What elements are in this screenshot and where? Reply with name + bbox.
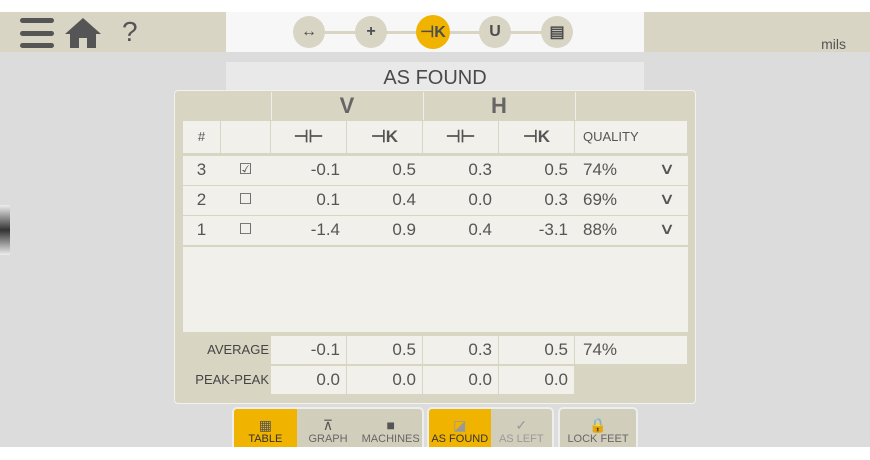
row-value-h2: 0.5 — [544, 160, 568, 179]
mode-tab-group: ◪ AS FOUND ✓ AS LEFT — [427, 407, 554, 447]
row-value-v2: 0.4 — [392, 190, 416, 209]
vertical-offset-icon: ⊣⊢ — [271, 121, 346, 153]
help-icon[interactable]: ? — [122, 16, 138, 47]
row-value-h2: -3.1 — [538, 220, 568, 239]
as-found-icon: ◪ — [453, 417, 467, 433]
row-value-h1: 0.0 — [468, 190, 492, 209]
average-value-v1: -0.1 — [271, 336, 346, 364]
col-header-number: # — [183, 121, 220, 153]
row-checkbox[interactable]: ☐ — [238, 221, 253, 238]
vertical-angle-icon: ⊣K — [347, 121, 422, 153]
row-value-v1: -0.1 — [310, 160, 340, 179]
row-quality: 88% — [583, 220, 618, 239]
tab-label: GRAPH — [308, 433, 348, 445]
tab-as-left[interactable]: ✓ AS LEFT — [491, 409, 553, 447]
row-checkbox[interactable]: ☑ — [238, 161, 253, 178]
row-value-v1: 0.1 — [316, 190, 340, 209]
tab-graph[interactable]: ⊼ GRAPH — [297, 409, 360, 447]
row-checkbox[interactable]: ☐ — [238, 191, 253, 208]
table-row[interactable] — [183, 216, 688, 245]
row-value-v1: -1.4 — [310, 220, 340, 239]
peak-value-v1: 0.0 — [271, 366, 346, 394]
peak-label: PEAK-PEAK — [195, 372, 269, 387]
tab-label: LOCK FEET — [567, 433, 629, 445]
average-quality: 74% — [575, 336, 687, 364]
row-number: 2 — [196, 190, 207, 209]
row-quality: 69% — [583, 190, 618, 209]
row-number: 1 — [196, 220, 207, 239]
top-right-bar — [644, 12, 870, 52]
tab-label: MACHINES — [361, 433, 420, 445]
peak-value-h2: 0.0 — [499, 366, 574, 394]
view-tab-group: ▦ TABLE ⊼ GRAPH ■ MACHINES — [232, 407, 424, 447]
machines-icon: ■ — [386, 417, 395, 433]
table-row[interactable] — [183, 156, 688, 185]
graph-icon: ⊼ — [322, 417, 334, 433]
average-value-h2: 0.5 — [499, 336, 574, 364]
horizontal-angle-icon: ⊣K — [499, 121, 574, 153]
col-header-quality: QUALITY — [575, 121, 687, 153]
measure-icon[interactable]: ⊣K — [416, 15, 450, 49]
average-label: AVERAGE — [207, 342, 269, 357]
chevron-down-icon[interactable]: ∨ — [658, 221, 676, 238]
as-left-icon: ✓ — [515, 417, 528, 433]
peak-value-v2: 0.0 — [347, 366, 422, 394]
lock-icon: 🔒 — [589, 417, 607, 433]
side-handle[interactable] — [0, 205, 10, 255]
row-number: 3 — [196, 160, 207, 179]
average-value-h1: 0.3 — [423, 336, 498, 364]
row-value-v2: 0.5 — [392, 160, 416, 179]
magnet-icon[interactable]: U — [479, 16, 511, 48]
average-value-v2: 0.5 — [347, 336, 422, 364]
report-icon[interactable]: ▤ — [541, 16, 573, 48]
row-quality: 74% — [583, 160, 618, 179]
lock-feet-button[interactable]: 🔒 LOCK FEET — [560, 409, 636, 447]
units-label: mils — [821, 36, 846, 52]
group-header: V — [271, 92, 422, 120]
tab-label: AS LEFT — [498, 433, 544, 445]
row-value-h1: 0.3 — [468, 160, 492, 179]
table-icon: ▦ — [258, 417, 272, 433]
home-icon[interactable] — [63, 16, 103, 50]
empty-rows-area — [183, 247, 688, 332]
tab-table[interactable]: ▦ TABLE — [234, 409, 297, 447]
row-value-v2: 0.9 — [392, 220, 416, 239]
col-header-select — [221, 121, 270, 153]
tab-machines[interactable]: ■ MACHINES — [359, 409, 422, 447]
tab-as-found[interactable]: ◪ AS FOUND — [429, 409, 491, 447]
menu-icon[interactable] — [20, 18, 54, 48]
peak-value-h1: 0.0 — [423, 366, 498, 394]
tab-label: TABLE — [248, 433, 283, 445]
row-value-h1: 0.4 — [468, 220, 492, 239]
tab-label: AS FOUND — [431, 433, 489, 445]
page-title: AS FOUND — [226, 62, 644, 92]
lock-feet-group: 🔒 LOCK FEET — [558, 407, 638, 447]
dimensions-icon[interactable]: ↔ — [293, 16, 325, 48]
divider — [575, 92, 576, 120]
row-value-h2: 0.3 — [544, 190, 568, 209]
horizontal-offset-icon: ⊣⊢ — [423, 121, 498, 153]
crosshair-icon[interactable]: + — [355, 16, 387, 48]
chevron-down-icon[interactable]: ∨ — [658, 191, 676, 208]
table-row[interactable] — [183, 186, 688, 215]
chevron-down-icon[interactable]: ∨ — [658, 161, 676, 178]
group-header: H — [423, 92, 574, 120]
